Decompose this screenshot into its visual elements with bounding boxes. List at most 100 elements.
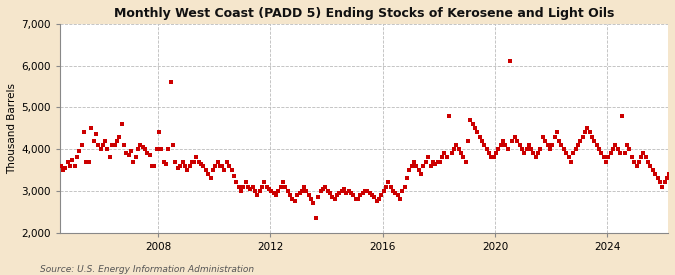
Point (298, 185, 309, 189)
Point (575, 139, 586, 143)
Point (186, 160, 197, 164)
Point (180, 164, 190, 168)
Point (673, 201, 675, 205)
Point (488, 155, 499, 160)
Point (156, 147, 167, 151)
Point (325, 191, 335, 195)
Point (465, 118, 476, 122)
Point (121, 151, 132, 155)
Point (163, 147, 173, 151)
Point (308, 201, 319, 205)
Point (343, 189, 354, 193)
Point (411, 164, 422, 168)
Point (242, 185, 253, 189)
Point (140, 147, 151, 151)
Point (617, 114, 628, 118)
Point (331, 193, 342, 197)
Point (210, 164, 221, 168)
Point (55, 164, 66, 168)
Point (107, 143, 117, 147)
Point (387, 189, 398, 193)
Point (587, 134, 597, 139)
Point (252, 193, 263, 197)
Point (535, 147, 546, 151)
Point (79, 130, 90, 134)
Point (374, 197, 385, 201)
Point (72, 155, 82, 160)
Point (84, 160, 95, 164)
Point (292, 193, 302, 197)
Point (100, 139, 111, 143)
Point (446, 151, 457, 155)
Point (261, 185, 272, 189)
Point (109, 143, 120, 147)
Point (369, 195, 380, 199)
Point (95, 147, 106, 151)
Point (510, 134, 520, 139)
Point (97, 143, 108, 147)
Point (603, 155, 614, 160)
Point (191, 155, 202, 160)
Point (357, 191, 368, 195)
Point (472, 130, 483, 134)
Point (460, 160, 471, 164)
Point (346, 191, 356, 195)
Point (102, 147, 113, 151)
Point (514, 143, 525, 147)
Point (655, 180, 666, 185)
Point (521, 147, 532, 151)
Point (57, 168, 68, 172)
Point (589, 139, 599, 143)
Point (167, 143, 178, 147)
Point (516, 147, 527, 151)
Point (322, 189, 333, 193)
Point (336, 189, 347, 193)
Point (67, 157, 78, 162)
Point (561, 151, 572, 155)
Point (528, 151, 539, 155)
Point (584, 130, 595, 134)
Point (184, 164, 195, 168)
Point (189, 160, 200, 164)
Point (172, 166, 183, 170)
Point (491, 151, 502, 155)
Point (531, 155, 541, 160)
Point (290, 199, 300, 204)
Point (659, 180, 670, 185)
Point (624, 147, 635, 151)
Point (329, 197, 340, 201)
Point (70, 164, 80, 168)
Point (551, 130, 562, 134)
Point (264, 186, 275, 191)
Point (86, 126, 97, 130)
Point (200, 168, 211, 172)
Point (360, 189, 371, 193)
Point (282, 189, 293, 193)
Point (124, 153, 134, 158)
Point (212, 160, 223, 164)
Point (558, 147, 569, 151)
Point (397, 189, 408, 193)
Point (219, 168, 230, 172)
Point (425, 164, 436, 168)
Point (453, 147, 464, 151)
Point (601, 160, 612, 164)
Point (275, 185, 286, 189)
Point (666, 168, 675, 172)
Point (404, 168, 415, 172)
Point (149, 164, 160, 168)
Point (579, 130, 590, 134)
Point (662, 176, 672, 180)
Point (310, 216, 321, 220)
Point (572, 143, 583, 147)
Point (481, 147, 492, 151)
Point (540, 139, 551, 143)
Point (238, 185, 248, 189)
Point (381, 185, 392, 189)
Point (273, 189, 284, 193)
Point (647, 168, 658, 172)
Point (502, 147, 513, 151)
Point (507, 139, 518, 143)
Point (605, 151, 616, 155)
Point (250, 189, 261, 193)
